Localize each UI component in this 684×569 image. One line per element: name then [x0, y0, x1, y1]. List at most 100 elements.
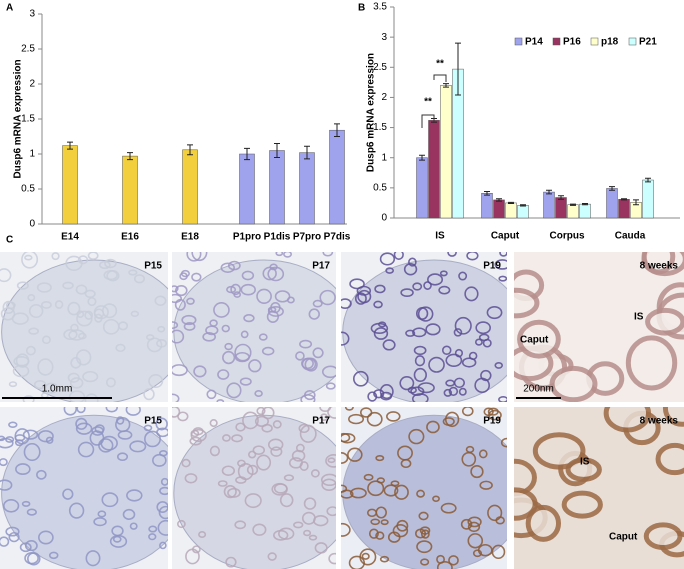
tubule — [2, 499, 20, 513]
tubule — [379, 555, 390, 563]
tubule — [275, 252, 284, 257]
tubule — [486, 305, 503, 320]
tubule — [494, 361, 504, 369]
tubule — [104, 258, 117, 269]
image-label: P19 — [483, 416, 501, 427]
tubule — [129, 522, 138, 530]
error-bar — [443, 83, 449, 88]
tubule — [105, 407, 118, 413]
tubule — [380, 391, 393, 401]
tubule — [69, 377, 84, 389]
tubule — [298, 423, 310, 434]
y-tick-label: 1 — [29, 149, 35, 160]
tubule — [184, 473, 198, 484]
y-tick-label: 0 — [29, 219, 35, 230]
panel-label: C — [6, 235, 13, 246]
error-bar — [67, 141, 73, 150]
tubule — [67, 301, 81, 316]
tubule — [234, 343, 252, 362]
tubule — [234, 520, 247, 530]
tubule — [51, 252, 60, 261]
tubule — [242, 411, 259, 430]
tissue — [172, 252, 336, 402]
tubule — [549, 365, 598, 402]
legend-swatch — [590, 37, 599, 46]
tubule — [361, 552, 370, 560]
tubule — [230, 283, 242, 296]
tubule — [500, 437, 507, 448]
tubule — [248, 359, 262, 373]
tubule — [425, 323, 441, 336]
tubule — [363, 473, 374, 481]
image-label: P15 — [144, 261, 162, 272]
tubule — [68, 502, 85, 519]
tubule — [0, 458, 8, 467]
tubule — [460, 518, 473, 530]
tubule — [116, 452, 129, 462]
tubule — [62, 488, 74, 500]
annotation: ** — [424, 97, 432, 108]
tubule — [172, 407, 181, 418]
tubule — [394, 484, 409, 500]
tubule — [234, 351, 250, 363]
tubule — [190, 428, 207, 443]
tubule — [436, 561, 453, 569]
tubule — [514, 487, 538, 521]
tubule — [231, 434, 243, 443]
annotation: ** — [436, 59, 444, 70]
tissue — [514, 407, 684, 558]
tubule — [461, 451, 477, 467]
tubule — [312, 299, 323, 308]
tubule — [22, 429, 39, 440]
tubule — [175, 284, 188, 297]
tubule — [172, 393, 180, 402]
tubule — [321, 478, 336, 492]
x-tick-label: E16 — [121, 232, 139, 243]
tubule — [256, 407, 266, 416]
tubule — [0, 536, 10, 547]
tubule — [15, 353, 30, 368]
tubule — [396, 519, 409, 532]
tubule — [206, 389, 217, 400]
y-tick-label: 0.5 — [373, 182, 387, 193]
tubule — [495, 516, 505, 525]
tubule — [222, 434, 231, 442]
tubule — [374, 284, 386, 294]
tubule — [159, 541, 167, 550]
tubule — [373, 300, 383, 309]
bar — [416, 157, 428, 219]
tubule — [227, 487, 241, 498]
tubule — [0, 437, 14, 449]
tubule — [76, 407, 86, 414]
tissue-body — [173, 259, 336, 402]
image-tag: IS — [634, 312, 644, 323]
tissue-body — [342, 259, 507, 402]
tubule — [349, 278, 365, 290]
image-label: P19 — [483, 261, 501, 272]
tubule — [63, 407, 78, 416]
tubule — [8, 531, 20, 543]
tubule — [235, 476, 247, 484]
tubule — [448, 555, 459, 566]
tubule — [0, 479, 13, 491]
image-tag: Caput — [609, 532, 638, 543]
tubule — [75, 349, 92, 366]
tubule — [420, 529, 430, 539]
tubule — [565, 457, 602, 482]
y-tick-label: 2 — [29, 79, 35, 90]
tubule — [240, 330, 249, 339]
tubule — [146, 337, 163, 353]
tubule — [97, 510, 107, 518]
tubule — [122, 508, 136, 520]
tubule — [254, 389, 263, 397]
tubule — [77, 441, 95, 458]
tubule — [301, 357, 317, 371]
tubule — [310, 469, 320, 478]
tubule — [267, 266, 285, 282]
tubule — [303, 497, 317, 510]
tubule — [400, 288, 414, 298]
tubule — [54, 300, 64, 309]
tubule — [267, 552, 277, 561]
x-tick-label: P1pro — [233, 232, 261, 243]
tubule — [191, 272, 202, 282]
